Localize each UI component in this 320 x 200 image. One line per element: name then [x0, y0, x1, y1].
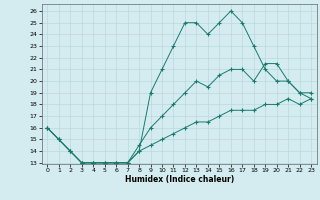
X-axis label: Humidex (Indice chaleur): Humidex (Indice chaleur): [124, 175, 234, 184]
